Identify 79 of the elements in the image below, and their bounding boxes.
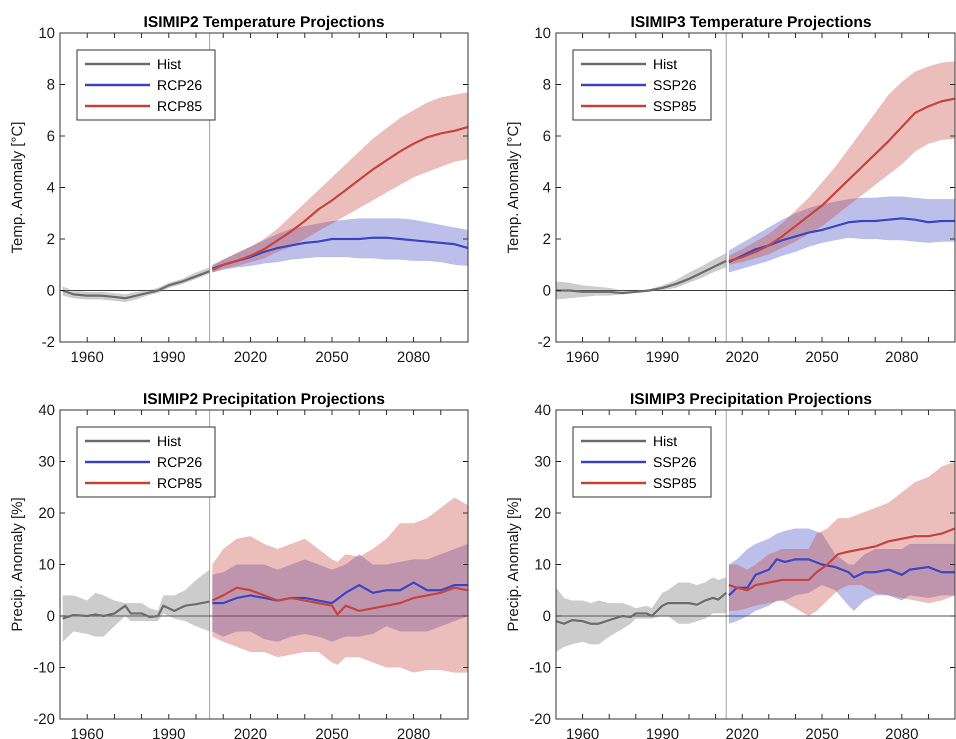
- y-tick-label: 20: [38, 505, 55, 522]
- line-series: [211, 581, 468, 604]
- legend-label: RCP85: [157, 475, 202, 491]
- y-tick-label: 10: [534, 25, 551, 42]
- y-tick-label: 40: [38, 402, 55, 419]
- y-tick-label: 20: [534, 505, 551, 522]
- x-tick-label: 1960: [566, 726, 600, 739]
- y-tick-label: 8: [542, 76, 551, 94]
- legend-label: Hist: [157, 433, 182, 449]
- x-tick-label: 2020: [726, 726, 759, 739]
- y-tick-label: 0: [542, 608, 551, 625]
- y-tick-label: 0: [46, 282, 55, 300]
- x-tick-label: 2020: [234, 726, 268, 739]
- y-tick-label: 6: [542, 128, 551, 145]
- x-tick-label: 1960: [70, 726, 104, 739]
- legend-label: RCP26: [157, 77, 202, 93]
- line-series: [728, 217, 955, 264]
- x-tick-label: 2080: [396, 726, 430, 739]
- y-tick-label: -10: [529, 660, 551, 676]
- y-tick-label: 2: [542, 231, 551, 248]
- y-tick-label: -10: [33, 660, 55, 676]
- y-tick-label: 4: [542, 180, 551, 196]
- legend-label: SSP85: [653, 98, 697, 114]
- y-axis-title: Temp. Anomaly [°C]: [505, 122, 522, 254]
- x-tick-label: 2050: [805, 349, 839, 366]
- legend-label: Hist: [157, 56, 182, 72]
- line-series: [556, 260, 728, 294]
- legend-label: SSP85: [653, 475, 697, 491]
- x-tick-label: 2080: [885, 726, 918, 739]
- x-tick-label: 2080: [396, 349, 430, 366]
- legend-label: Hist: [653, 433, 678, 449]
- y-tick-label: 10: [38, 25, 55, 42]
- legend-label: SSP26: [653, 454, 697, 470]
- y-tick-label: 30: [38, 454, 55, 470]
- x-tick-label: 2080: [885, 349, 918, 366]
- y-tick-label: -2: [538, 334, 551, 351]
- legend-label: SSP26: [653, 77, 697, 93]
- y-tick-label: -20: [529, 711, 551, 728]
- line-series: [62, 600, 211, 620]
- y-tick-label: 6: [46, 128, 55, 145]
- line-series: [211, 236, 468, 270]
- chart-title: ISIMIP2 Temperature Projections: [144, 14, 384, 31]
- y-tick-label: -2: [42, 334, 55, 351]
- y-tick-label: 4: [46, 180, 55, 196]
- x-tick-label: 1960: [70, 349, 104, 366]
- y-tick-label: 0: [542, 282, 551, 300]
- y-tick-label: -20: [33, 711, 55, 728]
- y-tick-label: 10: [534, 556, 551, 574]
- x-tick-label: 2050: [315, 726, 349, 739]
- line-series: [728, 98, 955, 262]
- y-axis-title: Temp. Anomaly [°C]: [9, 122, 26, 254]
- y-tick-label: 30: [534, 454, 551, 470]
- line-series: [211, 586, 468, 616]
- legend-label: RCP85: [157, 98, 202, 114]
- x-tick-label: 1960: [566, 349, 600, 366]
- x-tick-label: 2020: [726, 349, 759, 366]
- y-tick-label: 0: [46, 608, 55, 625]
- y-tick-label: 8: [46, 76, 55, 94]
- y-tick-label: 40: [534, 402, 551, 419]
- x-tick-label: 1990: [152, 726, 186, 739]
- x-tick-label: 1990: [152, 349, 186, 366]
- y-axis-title: Precip. Anomaly [%]: [505, 497, 522, 632]
- line-series: [728, 558, 955, 596]
- chart-title: ISIMIP3 Temperature Projections: [630, 14, 872, 31]
- legend-label: RCP26: [157, 454, 202, 470]
- x-tick-label: 1990: [646, 726, 680, 739]
- chart-title: ISIMIP3 Precipitation Projections: [630, 391, 872, 408]
- y-tick-label: 2: [46, 231, 55, 248]
- line-series: [728, 527, 955, 592]
- x-tick-label: 2020: [234, 349, 268, 366]
- line-series: [556, 592, 728, 625]
- x-tick-label: 1990: [646, 349, 680, 366]
- x-tick-label: 2050: [315, 349, 349, 366]
- legend-label: Hist: [653, 56, 678, 72]
- y-tick-label: 10: [38, 556, 55, 574]
- x-tick-label: 2050: [805, 726, 839, 739]
- y-axis-title: Precip. Anomaly [%]: [9, 497, 26, 632]
- line-series: [211, 126, 468, 271]
- chart-title: ISIMIP2 Precipitation Projections: [142, 391, 386, 408]
